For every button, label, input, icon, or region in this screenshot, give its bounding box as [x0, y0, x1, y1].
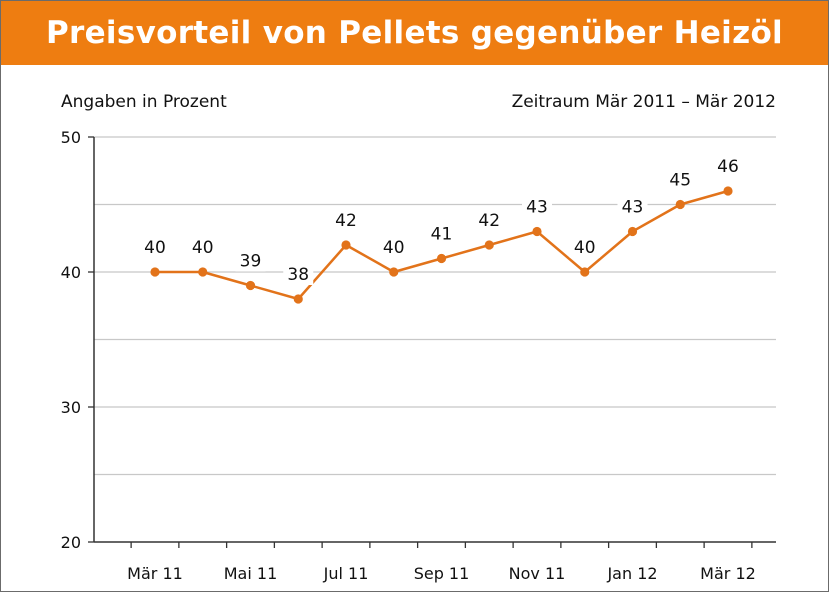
x-tick-label: Sep 11: [414, 564, 470, 583]
data-label-bg: [331, 210, 361, 231]
data-label: 40: [383, 238, 405, 258]
data-label-bg: [665, 169, 696, 191]
data-point: [723, 186, 733, 196]
data-label-bg: [378, 237, 409, 258]
x-tick-label: Nov 11: [509, 564, 566, 583]
data-label-bg: [283, 264, 314, 285]
y-tick-label: 50: [61, 128, 81, 147]
subtitle-left: Angaben in Prozent: [61, 92, 227, 112]
data-label: 40: [192, 238, 214, 258]
data-point: [436, 253, 447, 264]
data-point: [580, 267, 590, 277]
data-label: 38: [287, 265, 309, 285]
x-tick-label: Jan 12: [606, 564, 657, 583]
data-label: 40: [144, 238, 166, 258]
data-label-bg: [187, 237, 218, 258]
x-tick-label: Mär 12: [700, 564, 756, 583]
data-label-bg: [140, 237, 170, 258]
data-point: [198, 267, 208, 277]
data-label: 45: [669, 171, 691, 191]
data-label: 40: [574, 238, 596, 258]
subtitle-right: Zeitraum Mär 2011 – Mär 2012: [512, 92, 776, 112]
y-tick-label: 30: [61, 398, 81, 417]
data-label-bg: [235, 250, 266, 272]
y-tick-label: 20: [61, 533, 81, 552]
data-point: [532, 226, 542, 237]
data-point: [245, 280, 256, 291]
x-tick-label: Jul 11: [323, 564, 369, 583]
data-point: [341, 240, 351, 250]
data-label: 39: [240, 252, 262, 272]
data-label-bg: [426, 223, 457, 245]
data-point: [675, 199, 685, 210]
data-label: 41: [431, 225, 453, 245]
data-point: [389, 267, 399, 277]
data-label-bg: [713, 156, 743, 177]
data-label: 43: [622, 198, 644, 218]
x-tick-label: Mai 11: [224, 564, 278, 583]
data-label-bg: [522, 196, 552, 218]
data-label-bg: [474, 210, 505, 231]
y-tick-label: 40: [61, 263, 81, 282]
data-point: [484, 240, 494, 250]
data-point: [627, 226, 638, 237]
title-bar: Preisvorteil von Pellets gegenüber Heizö…: [1, 1, 828, 65]
data-label: 43: [526, 198, 548, 218]
data-label-bg: [569, 237, 600, 258]
data-label: 42: [335, 211, 357, 231]
data-label: 42: [478, 211, 500, 231]
data-point: [150, 267, 160, 277]
data-label: 46: [717, 157, 739, 177]
x-tick-label: Mär 11: [127, 564, 183, 583]
data-label-bg: [617, 196, 648, 218]
data-point: [293, 294, 303, 304]
chart-title: Preisvorteil von Pellets gegenüber Heizö…: [46, 15, 783, 51]
